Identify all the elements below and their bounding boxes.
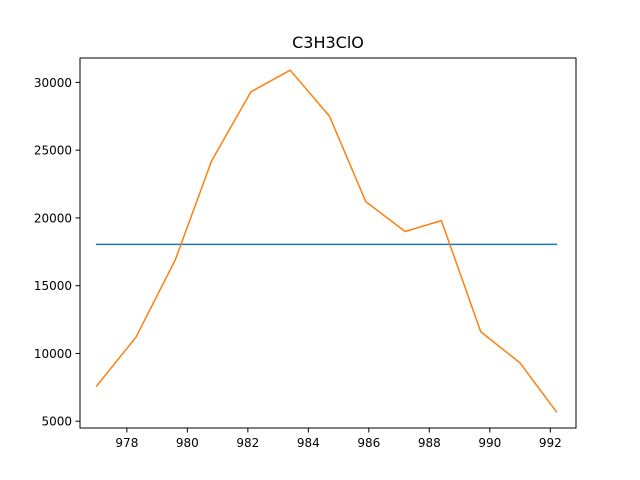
x-tick-label: 990 [478,436,501,450]
x-tick-label: 980 [176,436,199,450]
y-tick-label: 25000 [34,144,72,158]
y-tick-label: 5000 [41,415,72,429]
x-axis: 978 980 982 984 986 988 990 992 [115,428,562,450]
y-tick-label: 15000 [34,279,72,293]
x-tick-label: 978 [115,436,138,450]
y-tick-label: 30000 [34,76,72,90]
y-tick-label: 10000 [34,347,72,361]
y-axis: 5000 10000 15000 20000 25000 30000 [34,76,80,429]
series-layer [95,69,558,413]
chart-title: C3H3ClO [292,33,364,52]
series-line-2 [95,69,558,413]
x-tick-label: 992 [539,436,562,450]
x-tick-label: 982 [236,436,259,450]
x-tick-label: 986 [357,436,380,450]
x-tick-label: 984 [297,436,320,450]
y-tick-label: 20000 [34,211,72,225]
plot-area-frame [79,57,577,429]
x-tick-label: 988 [418,436,441,450]
